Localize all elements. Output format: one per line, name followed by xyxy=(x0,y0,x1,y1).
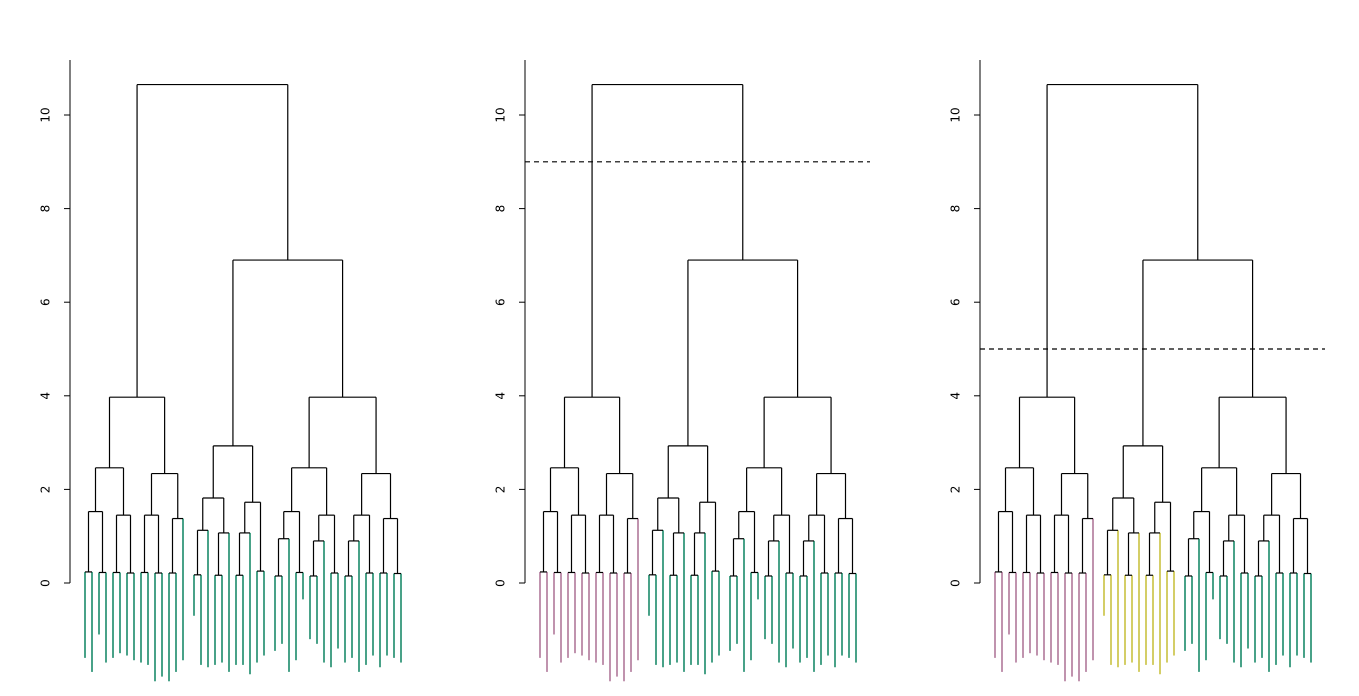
y-tick-label: 8 xyxy=(494,205,508,213)
y-tick-label: 2 xyxy=(949,486,963,494)
y-tick-label: 4 xyxy=(949,392,963,400)
y-tick-label: 8 xyxy=(39,205,53,213)
dendrogram-panel-3: 0 2 4 6 8 10 xyxy=(949,60,1325,682)
y-tick-label: 6 xyxy=(494,298,508,306)
y-tick-label: 0 xyxy=(949,579,963,587)
y-tick-label: 6 xyxy=(39,298,53,306)
dendrogram-panel-2: 0 2 4 6 8 10 xyxy=(494,60,870,682)
y-tick-label: 2 xyxy=(494,486,508,494)
y-tick-label: 10 xyxy=(949,107,963,122)
y-tick-label: 8 xyxy=(949,205,963,213)
dendrogram-panel-1: 0 2 4 6 8 10 xyxy=(39,60,402,682)
y-tick-label: 0 xyxy=(39,579,53,587)
y-tick-label: 6 xyxy=(949,298,963,306)
y-tick-label: 0 xyxy=(494,579,508,587)
y-tick-label: 10 xyxy=(39,107,53,122)
y-tick-label: 4 xyxy=(494,392,508,400)
y-tick-label: 10 xyxy=(494,107,508,122)
y-tick-label: 4 xyxy=(39,392,53,400)
y-tick-label: 2 xyxy=(39,486,53,494)
